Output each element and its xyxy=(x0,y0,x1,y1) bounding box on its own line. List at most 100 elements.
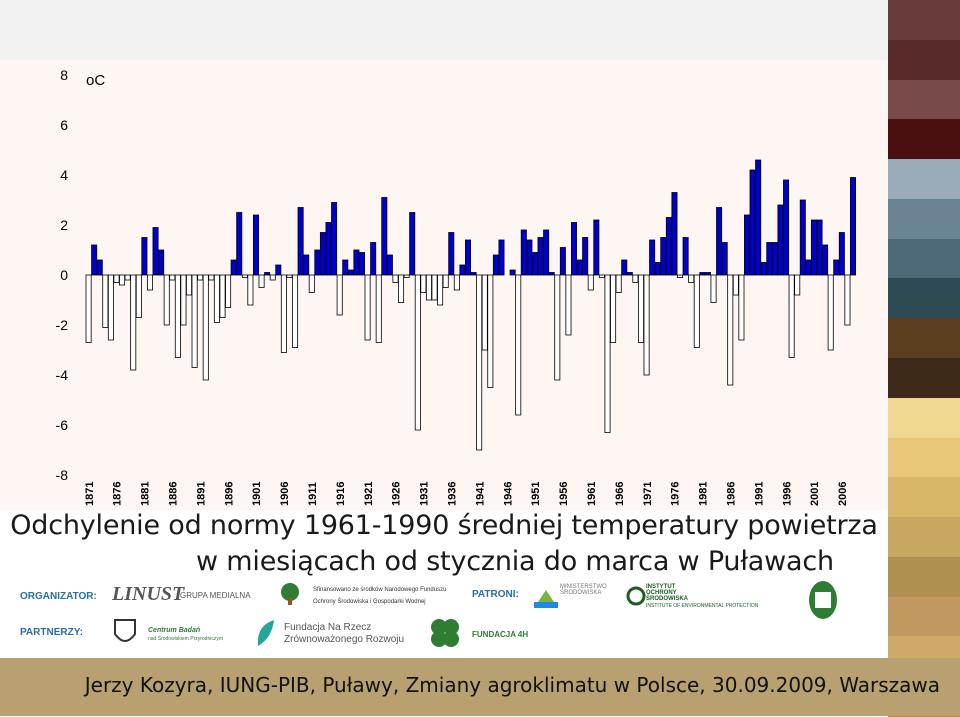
x-tick-label: 1911 xyxy=(307,482,319,506)
bar xyxy=(799,199,806,276)
bar xyxy=(124,274,131,281)
bar xyxy=(744,214,750,276)
centrum-text-line2: nad Środowiskiem Przyrodniczym xyxy=(148,636,224,642)
bar xyxy=(476,274,483,451)
centrum-text-line1: Centrum Badań xyxy=(148,627,201,634)
bar xyxy=(850,177,856,276)
bar xyxy=(805,259,812,276)
bar xyxy=(225,274,232,308)
bar xyxy=(370,242,377,276)
x-tick-label: 1976 xyxy=(670,482,682,506)
bar xyxy=(403,274,410,278)
y-tick-label: -6 xyxy=(56,417,69,433)
fundacja-leaf-icon xyxy=(257,620,274,646)
stripe xyxy=(888,556,960,598)
bar xyxy=(297,207,304,276)
y-tick-label: 0 xyxy=(60,267,68,283)
x-tick-label: 1906 xyxy=(279,482,291,506)
stripe xyxy=(888,596,960,638)
bar xyxy=(398,274,405,303)
bar xyxy=(777,204,784,276)
ministerstwo-emblem-icon xyxy=(534,590,558,608)
bar xyxy=(637,274,644,343)
bar xyxy=(520,229,527,276)
title-area xyxy=(0,510,888,580)
y-tick-label: 2 xyxy=(60,217,68,233)
x-tick-label: 1916 xyxy=(335,482,347,506)
x-tick-label: 1956 xyxy=(558,482,570,506)
bar xyxy=(163,274,170,326)
bar xyxy=(459,264,466,276)
x-tick-label: 1891 xyxy=(195,482,207,506)
bar xyxy=(515,274,522,416)
bar xyxy=(565,274,572,336)
organizer-label: ORGANIZATOR: xyxy=(20,591,97,602)
y-tick-label: 8 xyxy=(60,67,68,83)
chart-title-line1: Odchylenie od normy 1961-1990 średniej t… xyxy=(10,510,878,541)
bar xyxy=(571,222,578,276)
x-tick-label: 1931 xyxy=(419,482,431,506)
footer-text: Jerzy Kozyra, IUNG-PIB, Puławy, Zmiany a… xyxy=(84,673,940,697)
unit-label: oC xyxy=(86,72,105,89)
bar xyxy=(308,274,315,293)
x-tick-label: 1991 xyxy=(753,482,765,506)
bar xyxy=(342,259,349,276)
ios-text-line1: INSTYTUT OCHRONY ŚRODOWISKA xyxy=(646,584,688,602)
bar xyxy=(314,249,321,276)
bar xyxy=(615,274,622,293)
fundacja-text-line1: Fundacja Na Rzecz xyxy=(284,622,372,633)
chart: 8 6 4 2 0 -2 -4 -6 -8 1871 1876 1881 1886 1891 1896 19… xyxy=(56,67,856,506)
bar xyxy=(771,242,778,276)
bar xyxy=(364,274,371,341)
x-tick-label: 1961 xyxy=(586,482,598,506)
bar xyxy=(202,274,209,381)
ios-text-line2: INSTITUTE OF ENVIRONMENTAL PROTECTION xyxy=(646,603,759,609)
bar xyxy=(180,274,187,326)
bar-series xyxy=(85,159,856,451)
bar xyxy=(783,179,790,276)
x-tick-label: 1951 xyxy=(530,482,542,506)
y-axis: 8 6 4 2 0 -2 -4 -6 -8 xyxy=(56,67,69,483)
bar xyxy=(660,237,667,276)
bar xyxy=(353,249,360,276)
bar xyxy=(537,237,544,276)
bar xyxy=(844,274,851,326)
bar xyxy=(677,274,684,278)
bar xyxy=(649,239,656,276)
x-axis: 1871 1876 1881 1886 1891 1896 1901 1906 1911 1916… xyxy=(84,482,849,506)
bar xyxy=(716,207,723,276)
y-tick-label: -4 xyxy=(56,367,69,383)
bar xyxy=(431,274,438,301)
linust-logo: LINUST xyxy=(112,583,185,605)
bar xyxy=(704,272,711,276)
bar xyxy=(119,274,126,286)
bar xyxy=(794,274,801,296)
bar xyxy=(331,202,338,276)
bar xyxy=(487,274,494,388)
bar xyxy=(113,274,120,283)
bar xyxy=(732,274,739,296)
bar xyxy=(721,242,728,276)
x-tick-label: 1996 xyxy=(781,482,793,506)
y-tick-label: -2 xyxy=(56,317,69,333)
bar xyxy=(386,254,393,276)
bar xyxy=(526,239,533,276)
bar xyxy=(258,274,265,288)
x-tick-label: 1941 xyxy=(474,482,486,506)
bar xyxy=(286,274,293,278)
bar xyxy=(509,269,516,276)
bar xyxy=(347,269,354,276)
bar xyxy=(442,274,449,288)
x-tick-label: 1936 xyxy=(446,482,458,506)
linust-subtitle: GRUPA MEDIALNA xyxy=(180,591,251,600)
bar xyxy=(91,244,98,276)
bar xyxy=(247,274,254,306)
bar xyxy=(208,274,215,281)
bar xyxy=(816,219,823,276)
bar xyxy=(186,274,193,296)
bar xyxy=(359,252,365,276)
stripe xyxy=(888,79,960,121)
bar xyxy=(146,274,153,291)
bar xyxy=(275,264,282,276)
bar xyxy=(420,274,427,293)
